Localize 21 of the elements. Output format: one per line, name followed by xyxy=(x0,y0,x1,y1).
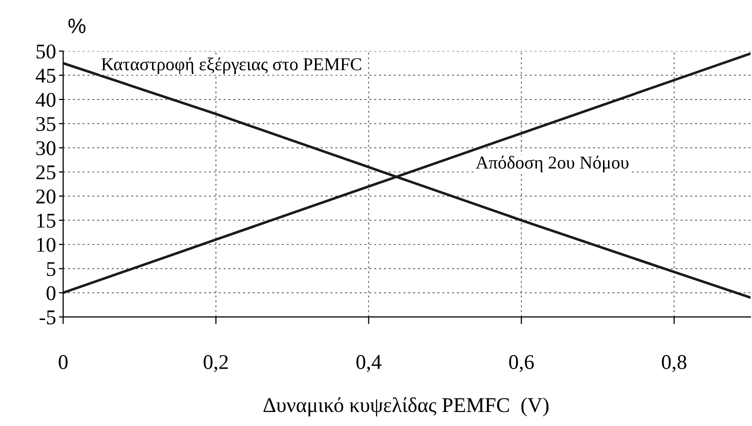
x-axis-title: Δυναμικό κυψελίδας PEMFC (V) xyxy=(264,397,548,416)
y-tick-label: 40 xyxy=(36,92,56,107)
y-tick-label: 50 xyxy=(36,44,56,59)
y-tick-label: -5 xyxy=(40,310,56,324)
annotation: Καταστροφή εξέργειας στο PEMFC xyxy=(101,57,362,74)
y-tick-label: 25 xyxy=(36,165,56,180)
x-tick-label: 0,4 xyxy=(356,355,382,372)
x-tick-label: 0,8 xyxy=(662,355,686,372)
x-tick-label: 0,2 xyxy=(204,355,228,372)
y-tick-label: 5 xyxy=(47,262,56,276)
y-tick-label: 0 xyxy=(46,286,56,300)
x-tick-label: 0,6 xyxy=(509,355,534,372)
y-axis-title: % xyxy=(68,18,86,34)
y-tick-label: 15 xyxy=(37,214,56,228)
x-tick-label: 0 xyxy=(58,355,68,370)
annotation: Απόδοση 2ου Νόμου xyxy=(476,156,628,172)
y-tick-label: 35 xyxy=(36,117,56,132)
y-tick-label: 10 xyxy=(37,238,56,252)
y-tick-label: 30 xyxy=(36,141,56,156)
y-tick-label: 45 xyxy=(36,68,56,83)
y-tick-label: 20 xyxy=(36,189,56,204)
